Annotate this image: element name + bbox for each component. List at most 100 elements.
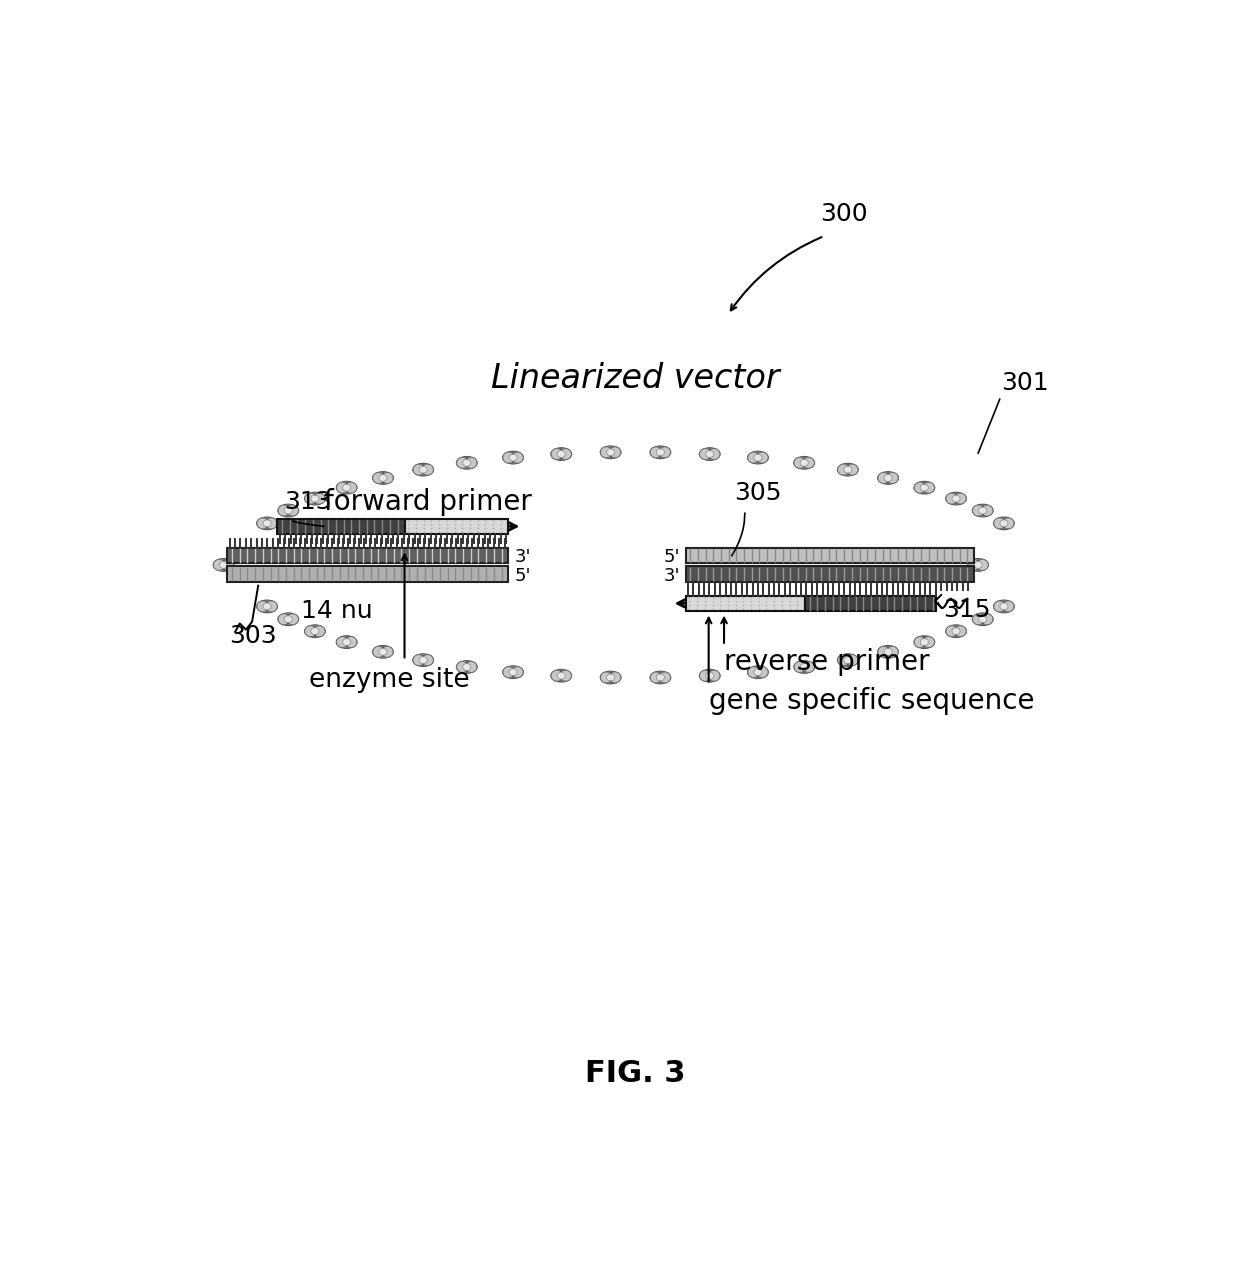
Ellipse shape <box>699 669 720 682</box>
Ellipse shape <box>413 464 424 475</box>
Ellipse shape <box>955 626 966 637</box>
Ellipse shape <box>257 601 269 612</box>
Text: gene specific sequence: gene specific sequence <box>708 687 1034 715</box>
Ellipse shape <box>978 507 987 513</box>
Ellipse shape <box>981 505 993 516</box>
Ellipse shape <box>286 614 299 624</box>
Ellipse shape <box>336 636 357 648</box>
Ellipse shape <box>463 460 471 466</box>
Text: 3': 3' <box>663 567 681 585</box>
Ellipse shape <box>257 517 269 529</box>
Ellipse shape <box>373 473 384 483</box>
Ellipse shape <box>502 451 523 464</box>
Ellipse shape <box>512 452 523 462</box>
Ellipse shape <box>993 517 1014 530</box>
Ellipse shape <box>382 646 393 657</box>
Ellipse shape <box>914 637 926 647</box>
Ellipse shape <box>884 648 892 655</box>
Ellipse shape <box>508 454 517 461</box>
Ellipse shape <box>413 654 434 666</box>
Ellipse shape <box>952 496 960 502</box>
Bar <box>278 519 404 534</box>
Ellipse shape <box>551 448 563 460</box>
Ellipse shape <box>650 671 671 684</box>
Ellipse shape <box>263 520 272 527</box>
Ellipse shape <box>706 673 714 679</box>
Ellipse shape <box>265 601 278 612</box>
Ellipse shape <box>503 666 515 678</box>
Ellipse shape <box>213 559 224 571</box>
Text: 5': 5' <box>515 567 531 585</box>
Ellipse shape <box>560 670 572 682</box>
Ellipse shape <box>708 448 720 460</box>
Ellipse shape <box>305 493 316 505</box>
Text: enzyme site: enzyme site <box>309 666 470 693</box>
Text: 300: 300 <box>821 201 868 225</box>
Ellipse shape <box>843 656 852 664</box>
Ellipse shape <box>946 624 966 637</box>
Ellipse shape <box>456 661 469 673</box>
Ellipse shape <box>914 482 926 493</box>
Ellipse shape <box>914 482 935 494</box>
Ellipse shape <box>278 614 290 624</box>
Ellipse shape <box>336 637 348 647</box>
Ellipse shape <box>305 626 316 637</box>
Ellipse shape <box>993 517 1006 529</box>
Ellipse shape <box>972 505 993 517</box>
Ellipse shape <box>305 492 325 505</box>
Ellipse shape <box>650 671 662 683</box>
Ellipse shape <box>379 474 387 482</box>
Ellipse shape <box>794 661 806 673</box>
Ellipse shape <box>656 674 665 680</box>
Ellipse shape <box>838 655 849 665</box>
Ellipse shape <box>794 661 815 674</box>
Ellipse shape <box>278 505 290 516</box>
Ellipse shape <box>609 447 621 457</box>
Ellipse shape <box>699 448 711 460</box>
Ellipse shape <box>336 482 348 493</box>
Ellipse shape <box>213 558 234 571</box>
Ellipse shape <box>794 457 806 469</box>
Ellipse shape <box>756 666 768 678</box>
Ellipse shape <box>800 460 808 466</box>
Ellipse shape <box>878 471 899 484</box>
Ellipse shape <box>658 447 671 457</box>
Ellipse shape <box>878 473 889 483</box>
Text: 14 nu: 14 nu <box>300 599 372 623</box>
Ellipse shape <box>878 646 899 659</box>
Ellipse shape <box>284 615 293 623</box>
Ellipse shape <box>372 471 393 484</box>
Ellipse shape <box>843 466 852 473</box>
Text: 3': 3' <box>515 548 531 566</box>
Ellipse shape <box>311 496 319 502</box>
Ellipse shape <box>656 448 665 456</box>
Ellipse shape <box>422 464 433 475</box>
Ellipse shape <box>305 624 325 637</box>
Text: FIG. 3: FIG. 3 <box>585 1059 686 1088</box>
Ellipse shape <box>754 454 763 461</box>
Ellipse shape <box>884 474 892 482</box>
Ellipse shape <box>600 671 613 683</box>
Ellipse shape <box>699 447 720 460</box>
Ellipse shape <box>336 482 357 494</box>
Ellipse shape <box>465 661 477 673</box>
Ellipse shape <box>372 646 393 659</box>
Ellipse shape <box>972 614 985 624</box>
Ellipse shape <box>286 505 299 516</box>
Bar <box>227 567 508 582</box>
Bar <box>686 548 975 563</box>
Ellipse shape <box>920 638 929 646</box>
Ellipse shape <box>748 666 769 679</box>
Ellipse shape <box>794 456 815 469</box>
Ellipse shape <box>465 457 477 469</box>
Ellipse shape <box>914 636 935 648</box>
Ellipse shape <box>847 655 858 665</box>
Ellipse shape <box>972 613 993 626</box>
Ellipse shape <box>219 562 228 568</box>
Ellipse shape <box>993 600 1014 613</box>
Ellipse shape <box>981 614 993 624</box>
Ellipse shape <box>887 646 898 657</box>
Ellipse shape <box>422 655 433 665</box>
Ellipse shape <box>923 637 935 647</box>
Ellipse shape <box>551 670 563 682</box>
